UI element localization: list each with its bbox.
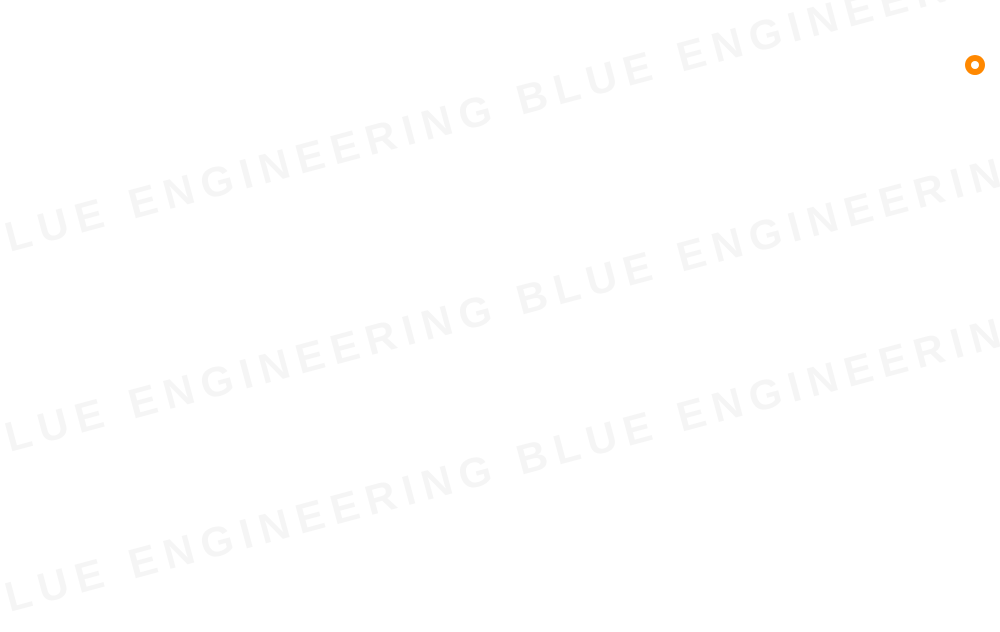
gate-diagram	[668, 192, 978, 352]
row-slides	[0, 19, 1000, 176]
gate-gabriella-slide	[668, 19, 978, 176]
gate-isabella-slide	[345, 19, 655, 176]
gate-diagram	[668, 19, 978, 174]
features-block	[0, 176, 1000, 192]
row-swings	[0, 192, 1000, 354]
gate-diagram	[22, 192, 332, 352]
header	[0, 0, 1000, 19]
gate-isabella-swing	[345, 192, 655, 354]
gate-olivia-swing	[22, 192, 332, 354]
gate-gabriella-swing	[668, 192, 978, 354]
gate-diagram	[345, 192, 655, 352]
gear-icon	[955, 45, 995, 85]
header-note	[500, 10, 980, 14]
gate-diagram	[345, 19, 655, 174]
title-block	[20, 10, 500, 14]
gate-diagram	[22, 19, 332, 174]
gate-olivia-slide	[22, 19, 332, 176]
